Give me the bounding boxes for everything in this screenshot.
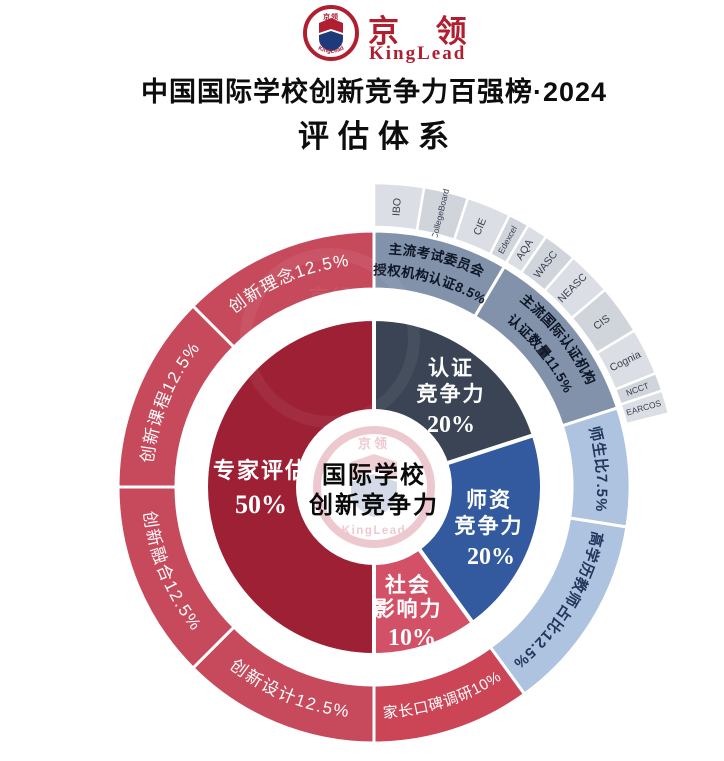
outer-ring <box>116 229 632 745</box>
org-label-ibo: IBO <box>390 197 403 216</box>
label-social-line1: 社会 <box>384 573 431 597</box>
org-segment-earcos <box>619 388 671 426</box>
kinglead-logo-badge: 京领 KingLead <box>303 5 359 61</box>
badge-top-text: 京领 <box>323 12 339 21</box>
label-faculty-line1: 师资 <box>466 489 512 512</box>
poster-title: 中国国际学校创新竞争力百强榜·2024 <box>141 76 607 107</box>
brand-name-cn: 京 领 <box>368 14 481 49</box>
badge-bottom-text: KingLead <box>317 45 345 54</box>
label-certification-line1: 认证 <box>428 357 474 380</box>
badge-shield-top <box>319 18 343 33</box>
kinglead-watermark-overlay: 京领 <box>240 248 420 428</box>
header: 京领 KingLead 京 领 KingLead 中国国际学校创新竞争力百强榜·… <box>141 5 607 154</box>
center-title-line1: 国际学校 <box>322 461 426 489</box>
center-disc <box>296 409 452 565</box>
badge-shield-bottom <box>319 31 343 52</box>
inner-pie-labels: 认证 竞争力 20% 师资 竞争力 20% 社会 影响力 10% 专家评估 50… <box>213 357 524 651</box>
chart-center: 京领 KingLead 国际学校 创新竞争力 <box>296 409 452 565</box>
label-social-line2: 影响力 <box>374 597 443 621</box>
poster-subtitle: 评估体系 <box>298 119 458 154</box>
svg-text:KingLead: KingLead <box>342 525 406 537</box>
svg-text:京领: 京领 <box>358 436 390 451</box>
label-expert-pct: 50% <box>235 490 287 519</box>
label-expert-name: 专家评估 <box>213 458 309 483</box>
label-certification-line2: 竞争力 <box>417 382 486 406</box>
center-title-line2: 创新竞争力 <box>308 491 439 519</box>
label-certification-pct: 20% <box>427 412 475 438</box>
segment-expert <box>204 317 376 657</box>
svg-text:京领: 京领 <box>308 285 352 310</box>
org-ring <box>372 181 671 426</box>
label-faculty-line2: 竞争力 <box>455 514 524 538</box>
segment-innovation-concept <box>190 229 376 350</box>
label-social-pct: 10% <box>388 625 436 651</box>
kinglead-watermark-center: 京领 KingLead <box>313 426 435 548</box>
brand-name-en: KingLead <box>369 43 466 64</box>
label-faculty-pct: 20% <box>467 544 515 570</box>
